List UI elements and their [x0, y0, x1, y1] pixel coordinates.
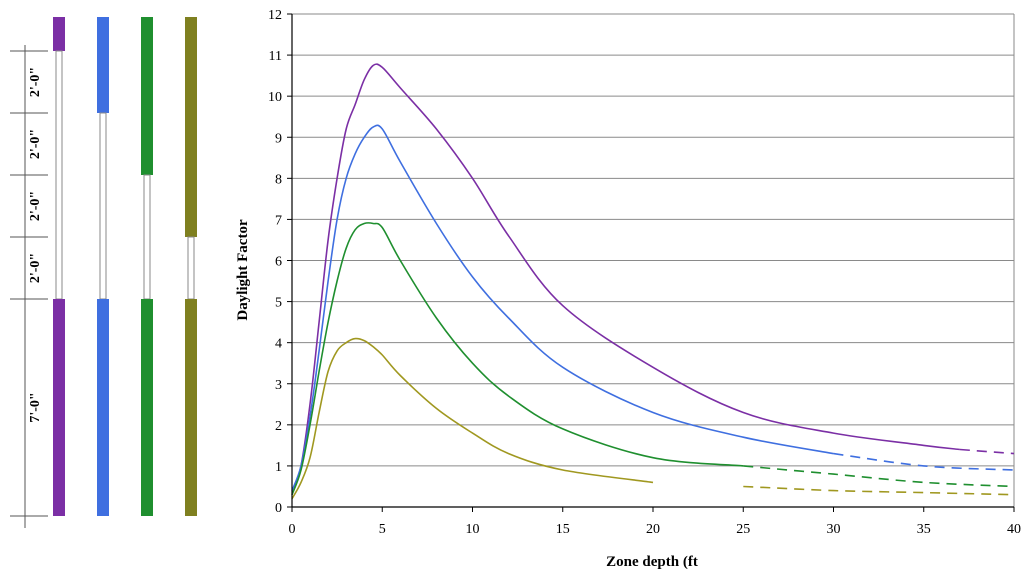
y-axis-title: Daylight Factor — [235, 219, 251, 321]
y-tick-label: 11 — [269, 49, 282, 64]
x-tick-label: 20 — [646, 522, 660, 537]
series-line-dashed — [960, 450, 1014, 454]
y-tick-label: 4 — [275, 337, 282, 352]
x-tick-label: 25 — [736, 522, 750, 537]
x-tick-label: 5 — [379, 522, 386, 537]
y-tick-label: 3 — [275, 378, 282, 393]
wall-section-2 — [97, 17, 109, 516]
y-tick-label: 0 — [275, 501, 282, 516]
y-tick-label: 2 — [275, 419, 282, 434]
series-line-solid — [292, 223, 743, 495]
upper-wall — [141, 17, 153, 175]
y-tick-label: 8 — [275, 172, 282, 187]
y-tick-label: 9 — [275, 131, 282, 146]
lower-wall — [185, 299, 197, 516]
upper-wall — [97, 17, 109, 113]
y-tick-label: 6 — [275, 255, 282, 270]
series-line-4 — [292, 339, 1014, 499]
window-glazing — [56, 51, 62, 299]
y-tick-label: 10 — [268, 90, 282, 105]
dimension-label: 2'-0" — [28, 191, 43, 221]
series-line-3 — [292, 223, 1014, 495]
window-glazing — [188, 237, 194, 299]
wall-section-diagram: 2'-0" 2'-0" 2'-0" 2'-0" 7'-0" — [0, 0, 230, 573]
x-tick-label: 35 — [917, 522, 931, 537]
x-tick-label: 30 — [827, 522, 841, 537]
y-tick-label: 12 — [268, 8, 282, 23]
upper-wall — [185, 17, 197, 237]
series-line-2 — [292, 125, 1014, 490]
x-tick-label: 0 — [289, 522, 296, 537]
wall-section-1 — [53, 17, 65, 516]
wall-section-4 — [185, 17, 197, 516]
window-glazing — [144, 175, 150, 299]
dimension-label: 2'-0" — [28, 129, 43, 159]
dimension-label: 2'-0" — [28, 67, 43, 97]
series-line-dashed — [834, 454, 1015, 470]
x-tick-label: 15 — [556, 522, 570, 537]
y-tick-label: 1 — [275, 460, 282, 475]
dimension-label: 7'-0" — [28, 392, 43, 422]
window-glazing — [100, 113, 106, 299]
series-line-solid — [292, 64, 960, 495]
dimension-label: 2'-0" — [28, 253, 43, 283]
series-line-1 — [292, 64, 1014, 495]
y-tick-label: 5 — [275, 296, 282, 311]
wall-section-3 — [141, 17, 153, 516]
lower-wall — [53, 299, 65, 516]
x-tick-label: 10 — [466, 522, 480, 537]
series-line-solid — [292, 125, 834, 490]
series-line-dashed — [743, 487, 1014, 495]
series-group — [292, 64, 1014, 499]
lower-wall — [141, 299, 153, 516]
y-tick-label: 7 — [275, 213, 282, 228]
lower-wall — [97, 299, 109, 516]
upper-wall — [53, 17, 65, 51]
x-axis-title: Zone depth (ft — [606, 554, 698, 570]
x-tick-label: 40 — [1007, 522, 1021, 537]
